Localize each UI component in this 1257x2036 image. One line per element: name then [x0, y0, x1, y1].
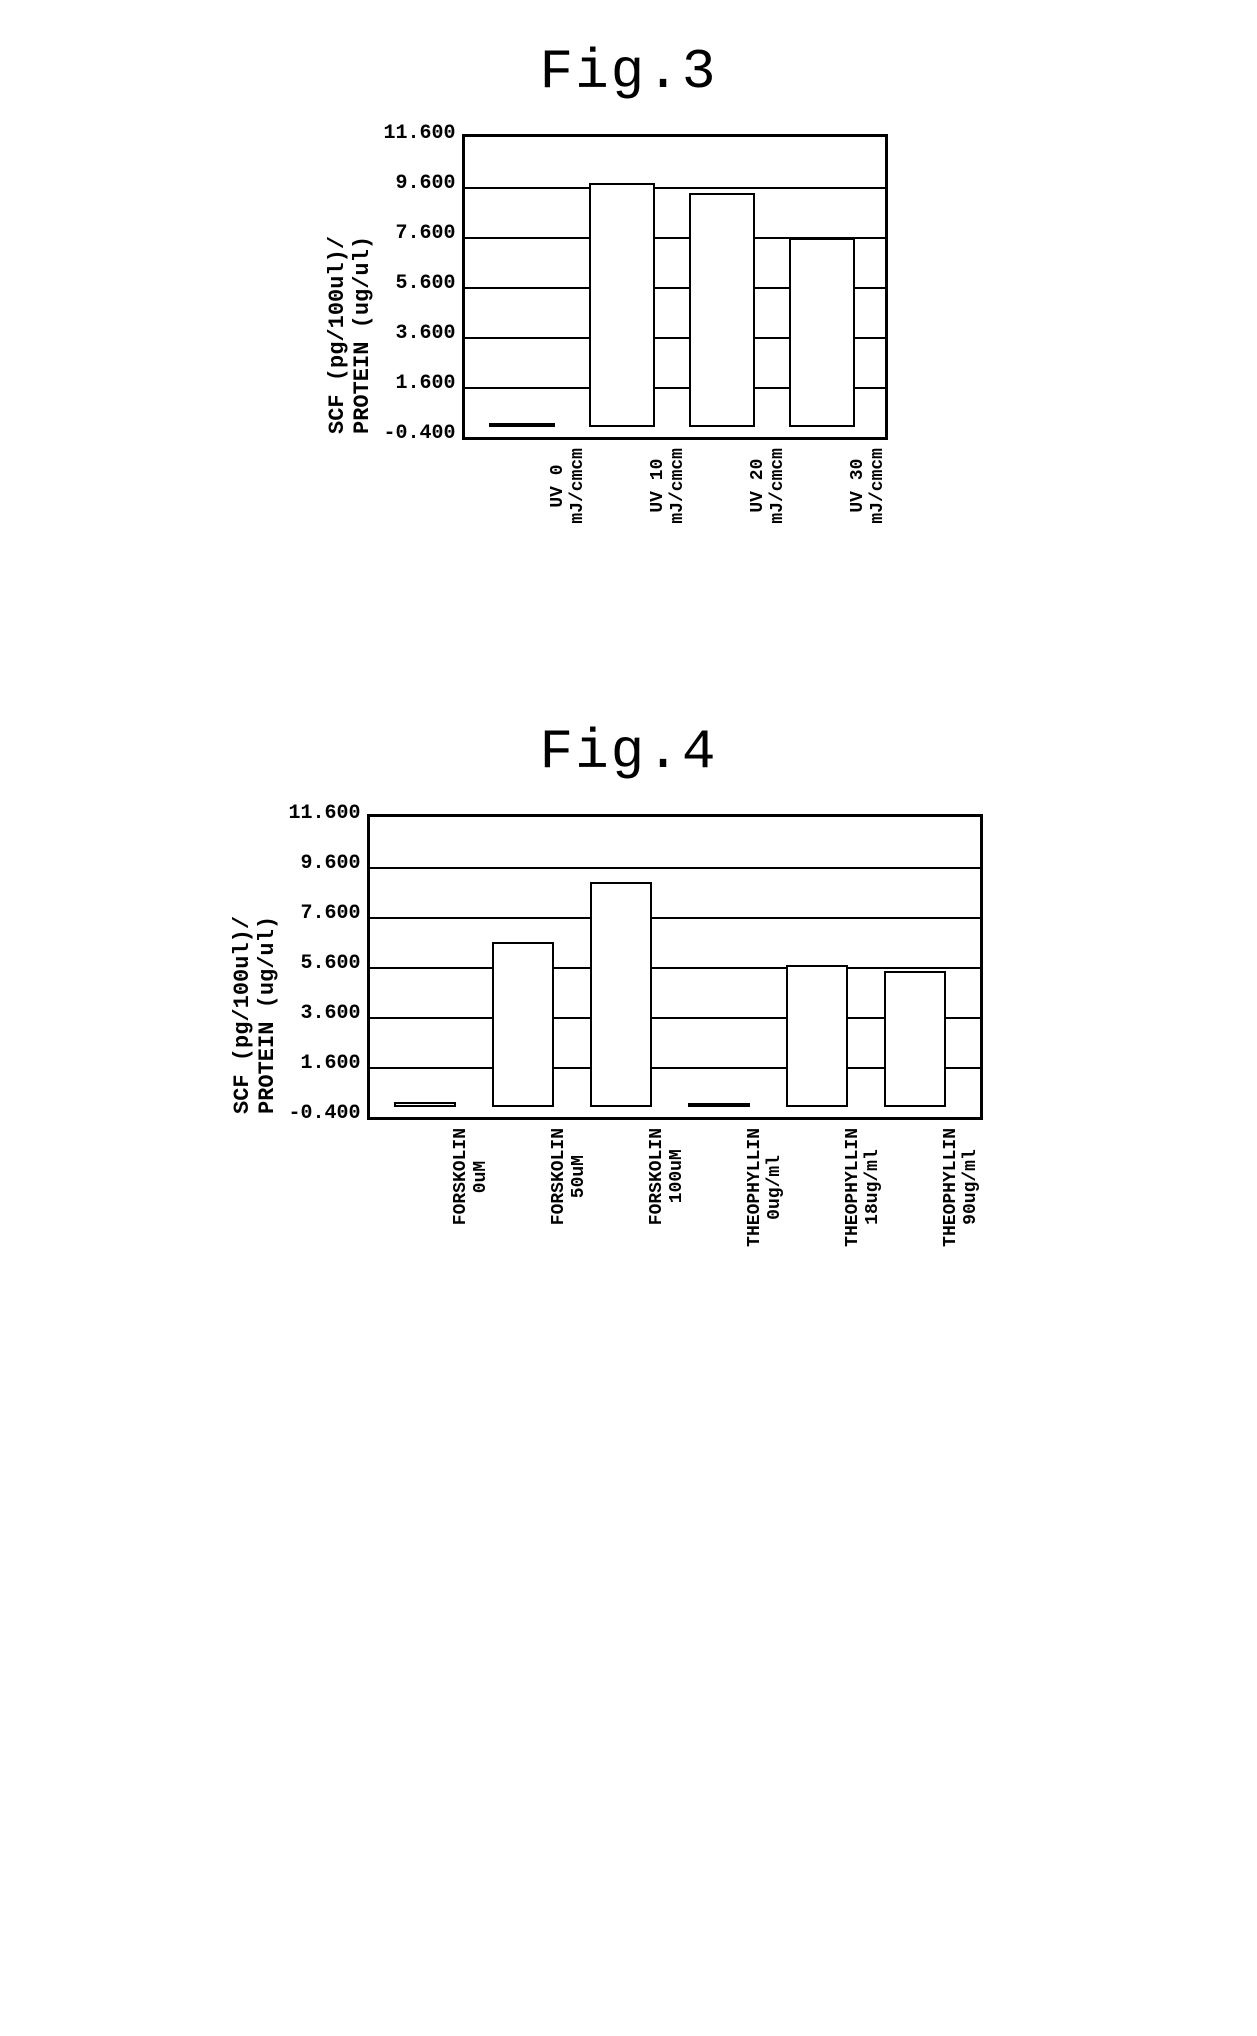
chart-wrap: SCF (pg/100ul)/ PROTEIN (ug/ul)11.6009.6… [230, 814, 1026, 1320]
x-tick-label: UV 20 mJ/cmcm [749, 448, 789, 524]
bar [786, 965, 848, 1108]
figure-block: Fig.4 SCF (pg/100ul)/ PROTEIN (ug/ul)11.6… [230, 720, 1026, 1320]
y-axis-label: SCF (pg/100ul)/ PROTEIN (ug/ul) [230, 814, 280, 1114]
chart-row: SCF (pg/100ul)/ PROTEIN (ug/ul)11.6009.6… [230, 814, 982, 1120]
bar [489, 423, 555, 427]
x-tick-label: THEOPHYLLIN 90ug/ml [942, 1128, 982, 1247]
bar [789, 238, 855, 427]
plot-area [462, 134, 888, 440]
x-tick-label: THEOPHYLLIN 18ug/ml [844, 1128, 884, 1247]
y-tick-column: 11.6009.6007.6005.6003.6001.600-0.400 [288, 814, 366, 1114]
bar [492, 942, 554, 1107]
chart-row: SCF (pg/100ul)/ PROTEIN (ug/ul)11.6009.6… [325, 134, 887, 440]
chart-wrap: SCF (pg/100ul)/ PROTEIN (ug/ul)11.6009.6… [325, 134, 931, 640]
x-tick-label: THEOPHYLLIN 0ug/ml [746, 1128, 786, 1247]
grid-line [465, 187, 885, 189]
bar [689, 193, 755, 427]
x-tick-label: FORSKOLIN 0uM [452, 1128, 492, 1225]
y-axis-label: SCF (pg/100ul)/ PROTEIN (ug/ul) [325, 134, 375, 434]
figure-title: Fig.4 [539, 720, 717, 784]
plot-area [367, 814, 983, 1120]
figure-title: Fig.3 [539, 40, 717, 104]
x-tick-label: FORSKOLIN 50uM [550, 1128, 590, 1225]
bar [590, 882, 652, 1107]
grid-line [370, 917, 980, 919]
x-labels-alignment-row: SCF (pg/100ul)/ PROTEIN (ug/ul)11.600FOR… [230, 1120, 1026, 1320]
x-tick-label: UV 10 mJ/cmcm [649, 448, 689, 524]
grid-line [370, 967, 980, 969]
y-tick-column: 11.6009.6007.6005.6003.6001.600-0.400 [383, 134, 461, 434]
x-labels-container: FORSKOLIN 0uM FORSKOLIN 50uM FORSKOLIN 100… [417, 1120, 1027, 1320]
x-tick-label: FORSKOLIN 100uM [648, 1128, 688, 1225]
figure-block: Fig.3 SCF (pg/100ul)/ PROTEIN (ug/ul)11.6… [230, 40, 1026, 640]
grid-line [370, 867, 980, 869]
x-tick-label: UV 30 mJ/cmcm [849, 448, 889, 524]
x-tick-label: UV 0 mJ/cmcm [549, 448, 589, 524]
bar [884, 971, 946, 1107]
bar [688, 1103, 750, 1107]
bar [589, 183, 655, 427]
x-labels-alignment-row: SCF (pg/100ul)/ PROTEIN (ug/ul)11.600UV … [325, 440, 931, 640]
bar [394, 1102, 456, 1107]
x-labels-container: UV 0 mJ/cmcm UV 10 mJ/cmcm UV 20 mJ/cmcm UV… [512, 440, 932, 640]
